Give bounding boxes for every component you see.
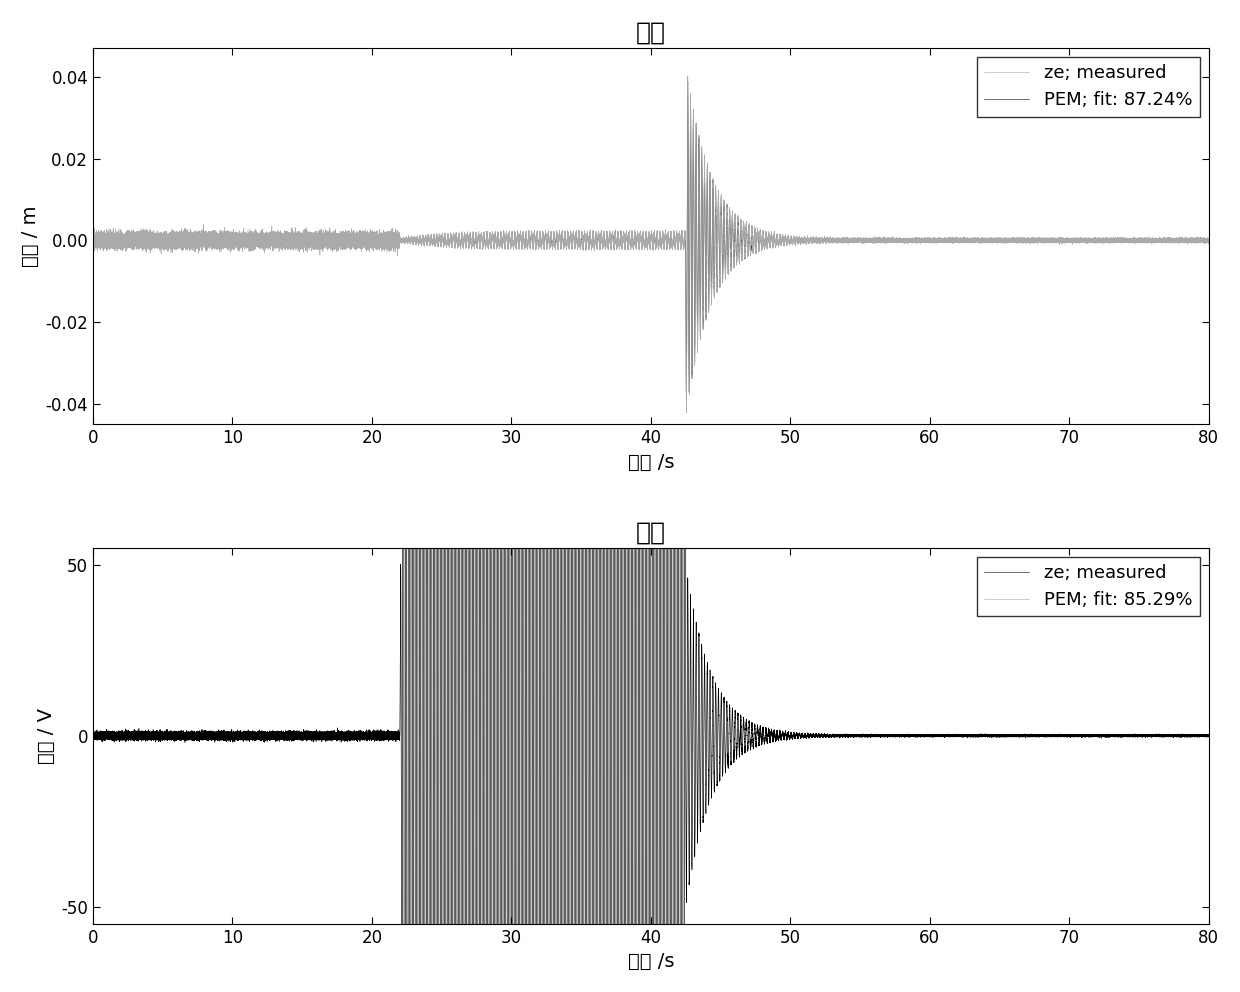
PEM; fit: 85.29%: (80, 0.09): 85.29%: (80, 0.09) (1202, 729, 1216, 741)
Line: PEM; fit: 85.29%: PEM; fit: 85.29% (93, 0, 1209, 992)
PEM; fit: 87.24%: (31.1, 0.00152): 87.24%: (31.1, 0.00152) (518, 228, 533, 240)
PEM; fit: 87.24%: (26.2, -0.00133): 87.24%: (26.2, -0.00133) (450, 240, 465, 252)
Legend: ze; measured, PEM; fit: 87.24%: ze; measured, PEM; fit: 87.24% (977, 58, 1199, 117)
PEM; fit: 85.29%: (16, 0.00868): 85.29%: (16, 0.00868) (309, 730, 324, 742)
PEM; fit: 85.29%: (69.2, -0.0192): 85.29%: (69.2, -0.0192) (1050, 730, 1065, 742)
ze; measured (680, 407, 694, 419)
ze; measured (86, 232, 100, 244)
Y-axis label: 位移 / m: 位移 / m (21, 205, 40, 267)
PEM; fit: 87.24%: (58.7, -0.000148): 87.24%: (58.7, -0.000148) (904, 235, 919, 247)
ze; measured (450, 240, 465, 252)
ze; measured (309, 730, 324, 742)
ze; measured (1202, 729, 1216, 741)
ze; measured (904, 730, 919, 742)
Title: 位移: 位移 (636, 21, 666, 45)
ze; measured (1050, 729, 1065, 741)
PEM; fit: 87.24%: (69.2, 8.11e-06): 87.24%: (69.2, 8.11e-06) (1050, 234, 1065, 246)
ze; measured (1202, 235, 1216, 247)
Line: ze; measured: ze; measured (93, 76, 1209, 413)
PEM; fit: 85.29%: (20.9, 0.0492): 85.29%: (20.9, 0.0492) (376, 729, 391, 741)
PEM; fit: 85.29%: (58.7, -0.0297): 85.29%: (58.7, -0.0297) (904, 730, 919, 742)
ze; measured (86, 729, 100, 741)
X-axis label: 时间 /s: 时间 /s (627, 452, 675, 471)
ze; measured (376, 726, 391, 738)
ze; measured (518, 226, 533, 238)
PEM; fit: 85.29%: (0, 0.025): 85.29%: (0, 0.025) (86, 730, 100, 742)
Y-axis label: 电压 / V: 电压 / V (37, 707, 56, 764)
ze; measured (904, 234, 919, 246)
ze; measured (1050, 236, 1065, 248)
PEM; fit: 87.24%: (0, -2.72e-05): 87.24%: (0, -2.72e-05) (86, 234, 100, 246)
ze; measured (681, 70, 696, 82)
Title: 电压: 电压 (636, 521, 666, 545)
ze; measured (309, 237, 324, 249)
X-axis label: 时间 /s: 时间 /s (627, 952, 675, 971)
PEM; fit: 87.24%: (20.9, -2.9e-05): 87.24%: (20.9, -2.9e-05) (376, 234, 391, 246)
Line: PEM; fit: 87.24%: PEM; fit: 87.24% (93, 81, 1209, 409)
PEM; fit: 87.24%: (80, 1.14e-05): 87.24%: (80, 1.14e-05) (1202, 234, 1216, 246)
PEM; fit: 87.24%: (16, 3.25e-05): 87.24%: (16, 3.25e-05) (309, 234, 324, 246)
ze; measured (376, 227, 391, 239)
PEM; fit: 87.24%: (42.6, 0.039): 87.24%: (42.6, 0.039) (681, 75, 696, 87)
Legend: ze; measured, PEM; fit: 85.29%: ze; measured, PEM; fit: 85.29% (977, 557, 1199, 616)
PEM; fit: 87.24%: (42.6, -0.0411): 87.24%: (42.6, -0.0411) (680, 403, 694, 415)
Line: ze; measured: ze; measured (93, 0, 1209, 992)
